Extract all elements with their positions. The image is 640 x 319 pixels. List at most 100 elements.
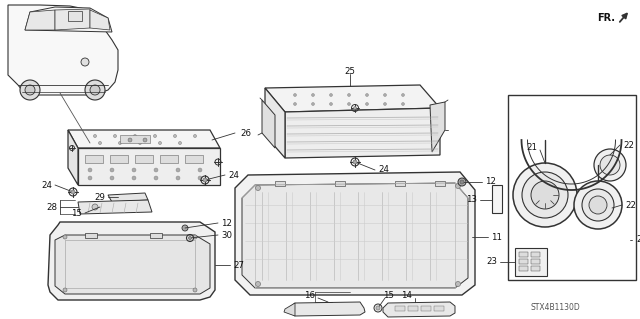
Circle shape <box>383 93 387 97</box>
Bar <box>85 155 103 163</box>
Circle shape <box>376 306 380 310</box>
Bar <box>421 306 431 311</box>
Circle shape <box>134 135 136 137</box>
Text: 26: 26 <box>240 129 251 137</box>
Text: 12: 12 <box>485 177 496 187</box>
Circle shape <box>353 107 356 109</box>
Circle shape <box>179 142 182 145</box>
Text: 15: 15 <box>71 209 82 218</box>
Circle shape <box>203 178 207 182</box>
Polygon shape <box>285 108 440 158</box>
Circle shape <box>88 176 92 180</box>
Text: 24: 24 <box>228 170 239 180</box>
Circle shape <box>85 80 105 100</box>
Circle shape <box>193 235 197 239</box>
Text: 22: 22 <box>625 201 636 210</box>
Circle shape <box>176 176 180 180</box>
Circle shape <box>193 288 197 292</box>
Circle shape <box>330 102 333 106</box>
Polygon shape <box>55 9 90 30</box>
Circle shape <box>513 163 577 227</box>
Circle shape <box>63 235 67 239</box>
Circle shape <box>600 155 620 175</box>
Circle shape <box>582 189 614 221</box>
Bar <box>150 233 162 238</box>
Polygon shape <box>25 10 55 30</box>
Polygon shape <box>78 200 152 214</box>
Circle shape <box>110 168 114 172</box>
Text: 27: 27 <box>233 261 244 270</box>
Circle shape <box>193 135 196 137</box>
Circle shape <box>460 180 464 184</box>
Bar <box>135 155 153 163</box>
Circle shape <box>594 149 626 181</box>
Bar <box>395 181 405 186</box>
Bar <box>185 155 203 163</box>
Circle shape <box>110 176 114 180</box>
Circle shape <box>118 142 122 145</box>
Circle shape <box>456 183 461 189</box>
Circle shape <box>255 186 260 190</box>
Circle shape <box>589 196 607 214</box>
Text: 11: 11 <box>491 233 502 241</box>
Circle shape <box>81 58 89 66</box>
Polygon shape <box>430 102 445 152</box>
Bar <box>160 155 178 163</box>
Text: 13: 13 <box>466 196 477 204</box>
Polygon shape <box>289 302 365 316</box>
Circle shape <box>132 168 136 172</box>
Text: 12: 12 <box>221 219 232 227</box>
Circle shape <box>92 204 98 210</box>
Circle shape <box>182 225 188 231</box>
Text: 28: 28 <box>46 203 57 211</box>
Bar <box>519 252 528 257</box>
Circle shape <box>173 135 177 137</box>
Circle shape <box>99 142 102 145</box>
Text: 15: 15 <box>383 291 394 300</box>
Text: 21: 21 <box>526 143 537 152</box>
Circle shape <box>312 93 314 97</box>
Circle shape <box>113 135 116 137</box>
Polygon shape <box>383 302 455 317</box>
Circle shape <box>353 160 357 164</box>
Circle shape <box>198 168 202 172</box>
Bar <box>110 155 128 163</box>
Circle shape <box>458 178 466 186</box>
Circle shape <box>198 176 202 180</box>
Circle shape <box>132 176 136 180</box>
Circle shape <box>456 281 461 286</box>
Circle shape <box>531 181 559 209</box>
Text: 14: 14 <box>401 291 412 300</box>
Bar <box>395 306 405 311</box>
Circle shape <box>383 102 387 106</box>
Text: 30: 30 <box>221 231 232 240</box>
Bar <box>120 135 150 143</box>
Bar <box>519 266 528 271</box>
Bar <box>275 181 285 186</box>
Bar <box>515 248 547 276</box>
Bar <box>68 11 82 21</box>
Polygon shape <box>48 222 215 300</box>
Polygon shape <box>265 88 285 158</box>
Polygon shape <box>265 85 440 112</box>
Circle shape <box>159 142 161 145</box>
Bar <box>434 306 444 311</box>
Text: 23: 23 <box>486 257 497 266</box>
Circle shape <box>330 93 333 97</box>
Circle shape <box>294 93 296 97</box>
Circle shape <box>401 102 404 106</box>
Circle shape <box>93 135 97 137</box>
Bar <box>531 266 540 271</box>
Circle shape <box>374 304 382 312</box>
Circle shape <box>401 93 404 97</box>
Bar <box>492 185 502 213</box>
Circle shape <box>128 138 132 142</box>
Circle shape <box>348 93 351 97</box>
Circle shape <box>63 288 67 292</box>
Circle shape <box>71 190 75 194</box>
Polygon shape <box>284 303 295 316</box>
Text: 22: 22 <box>623 140 634 150</box>
Bar <box>508 95 636 280</box>
Bar <box>85 233 97 238</box>
Circle shape <box>255 281 260 286</box>
